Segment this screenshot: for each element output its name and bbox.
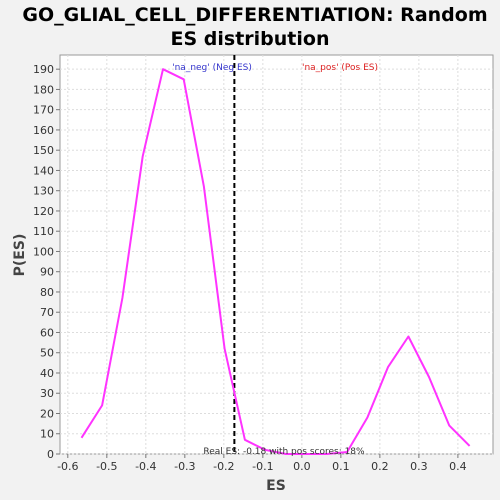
y-tick-label: 30 xyxy=(40,387,54,400)
plot-area xyxy=(59,54,494,455)
y-axis-ticks: 0 10 20 30 40 50 60 70 80 90 100 110 120 130 140 150 160… xyxy=(33,63,60,461)
legend-neg-es: 'na_neg' (Neg ES) xyxy=(172,63,252,73)
real-es-annotation: Real ES: -0.18 with pos scores: 18% xyxy=(203,447,365,457)
x-tick-label: 0.3 xyxy=(410,460,428,473)
y-tick-label: 150 xyxy=(33,144,54,157)
y-tick-label: 140 xyxy=(33,164,54,177)
x-tick-label: 0.1 xyxy=(332,460,350,473)
x-tick-label: -0.3 xyxy=(174,460,195,473)
y-tick-label: 100 xyxy=(33,245,54,258)
x-axis-label: ES xyxy=(266,478,286,494)
y-tick-label: 40 xyxy=(40,367,54,380)
x-tick-label: -0.6 xyxy=(57,460,78,473)
y-tick-label: 20 xyxy=(40,407,54,420)
y-tick-label: 0 xyxy=(47,448,54,461)
gridlines xyxy=(60,55,493,455)
y-tick-label: 130 xyxy=(33,185,54,198)
y-tick-label: 50 xyxy=(40,347,54,360)
chart-title-line-1: GO_GLIAL_CELL_DIFFERENTIATION: Random xyxy=(22,4,487,26)
y-tick-label: 110 xyxy=(33,225,54,238)
x-tick-label: 0.2 xyxy=(371,460,389,473)
y-tick-label: 70 xyxy=(40,306,54,319)
series-line xyxy=(80,68,471,455)
x-axis-ticks: -0.6 -0.5 -0.4 -0.3 -0.2 -0.1 0.0 0.1 0.2 0.3 0.4 xyxy=(57,454,467,473)
y-tick-label: 120 xyxy=(33,205,54,218)
y-tick-label: 60 xyxy=(40,326,54,339)
x-tick-label: 0.0 xyxy=(293,460,311,473)
y-axis-label: P(ES) xyxy=(12,234,28,277)
y-tick-label: 170 xyxy=(33,104,54,117)
y-tick-label: 80 xyxy=(40,286,54,299)
x-tick-label: -0.5 xyxy=(96,460,117,473)
y-tick-label: 90 xyxy=(40,266,54,279)
y-tick-label: 180 xyxy=(33,83,54,96)
x-tick-label: -0.2 xyxy=(213,460,234,473)
x-tick-label: 0.4 xyxy=(449,460,467,473)
x-tick-label: -0.1 xyxy=(252,460,273,473)
x-tick-label: -0.4 xyxy=(135,460,156,473)
legend-pos-es: 'na_pos' (Pos ES) xyxy=(302,63,378,73)
chart-title-line-2: ES distribution xyxy=(171,28,330,50)
y-tick-label: 10 xyxy=(40,428,54,441)
y-tick-label: 160 xyxy=(33,124,54,137)
y-tick-label: 190 xyxy=(33,63,54,76)
